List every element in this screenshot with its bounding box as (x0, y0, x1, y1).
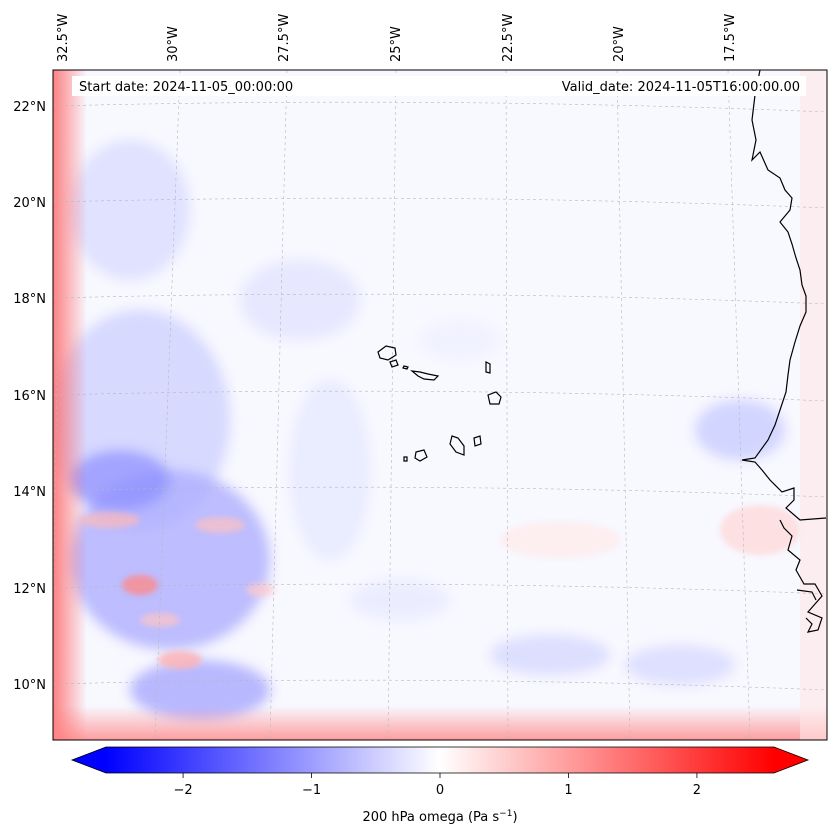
lon-label-27-5w: 27.5°W (277, 14, 292, 62)
longitude-labels: 32.5°W 30°W 27.5°W 25°W 22.5°W 20°W 17.5… (56, 14, 738, 62)
lat-label-20n: 20°N (13, 196, 46, 211)
colorbar-tick-label: 2 (693, 783, 701, 798)
graticule (53, 70, 827, 740)
colorbar-tick-label: −2 (173, 783, 192, 798)
omega-edge-bottom (53, 706, 827, 740)
lon-label-32-5w: 32.5°W (56, 14, 71, 62)
coastline (377, 70, 827, 633)
africa-coastline (741, 70, 827, 633)
island-fogo (414, 449, 428, 462)
map-frame (52, 69, 828, 741)
valid-date-label: Valid_date: 2024-11-05T16:00:00.00 (562, 80, 800, 95)
lon-label-25w: 25°W (389, 26, 404, 62)
colorbar-outline (70, 746, 810, 774)
lon-label-17-5w: 17.5°W (723, 14, 738, 62)
island-santo-antao (377, 345, 397, 361)
island-sal (485, 361, 491, 374)
omega-edge-right (800, 70, 827, 740)
colorbar-tick-label: 0 (436, 783, 444, 798)
island-sao-vicente (389, 359, 399, 368)
start-date-label: Start date: 2024-11-05_00:00:00 (79, 80, 293, 95)
lat-label-22n: 22°N (13, 100, 46, 115)
colorbar-min-extend (72, 747, 106, 773)
island-maio (473, 435, 482, 447)
colorbar-label: 200 hPa omega (Pa s−1) (362, 809, 517, 825)
island-santiago (449, 435, 465, 456)
lon-label-22-5w: 22.5°W (501, 14, 516, 62)
lat-label-12n: 12°N (13, 582, 46, 597)
lat-label-18n: 18°N (13, 292, 46, 307)
island-santa-luzia (402, 365, 409, 370)
lat-label-16n: 16°N (13, 389, 46, 404)
lat-label-10n: 10°N (13, 678, 46, 693)
island-brava (403, 456, 408, 462)
omega-field (53, 70, 827, 740)
colorbar-tick-label: 1 (564, 783, 572, 798)
colorbar: −2 −1 0 1 2 200 hPa omega (Pa s−1) (70, 746, 810, 825)
latitude-labels: 22°N 20°N 18°N 16°N 14°N 12°N 10°N (13, 100, 46, 693)
lat-label-14n: 14°N (13, 485, 46, 500)
island-boa-vista (487, 391, 502, 405)
colorbar-tick-label: −1 (302, 783, 321, 798)
colorbar-gradient (106, 747, 774, 773)
island-sao-nicolau (410, 370, 440, 381)
lon-label-30w: 30°W (166, 26, 181, 62)
omega-red-areas (80, 505, 800, 669)
omega-edge-left (53, 70, 87, 740)
colorbar-ticks: −2 −1 0 1 2 (173, 773, 701, 798)
lon-label-20w: 20°W (612, 26, 627, 62)
colorbar-max-extend (774, 747, 808, 773)
date-header-background (72, 76, 806, 96)
